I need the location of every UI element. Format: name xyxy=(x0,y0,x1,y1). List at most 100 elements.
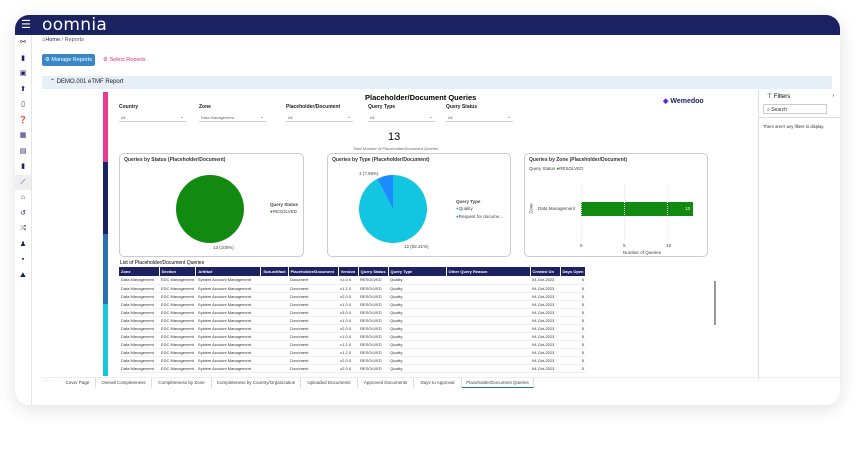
column-header[interactable]: Zone xyxy=(119,267,160,276)
table-cell: Quality xyxy=(388,364,447,373)
table-cell: Data Management xyxy=(119,364,159,373)
collapse-icon[interactable]: › xyxy=(832,93,834,99)
report-accordion-header[interactable]: ⌃ DEMO.001 eTMF Report xyxy=(42,76,832,89)
table-cell: Document xyxy=(288,332,339,341)
table-row[interactable]: Data Management EDC Management System Acco… xyxy=(119,284,586,293)
sidebar-icon-org[interactable]: ⌂ xyxy=(20,194,26,201)
table-cell: System Account Management xyxy=(195,284,261,293)
filter-label: Query Status xyxy=(446,104,478,110)
sidebar-icon-queries[interactable]: ❓ xyxy=(18,116,28,124)
filter-dropdown[interactable]: All ⌄ xyxy=(368,114,435,122)
tab-page[interactable]: Placeholder/Document Queries xyxy=(462,378,534,388)
filter-label: Zone xyxy=(199,104,211,110)
sidebar-icon-calendar[interactable]: ▦ xyxy=(19,132,27,139)
filter-label: Placeholder/Document xyxy=(286,104,341,110)
table-cell: RESOLVED xyxy=(358,276,389,285)
table-cell: 5 xyxy=(560,284,586,293)
table-cell: RESOLVED xyxy=(358,324,389,333)
legend: Query Status ●RESOLVED xyxy=(529,166,584,171)
table-cell: System Account Management xyxy=(195,308,261,317)
tab-page[interactable]: Days to Approval xyxy=(414,378,462,388)
table-cell: Data Management xyxy=(119,292,159,301)
table-cell: RESOLVED xyxy=(358,308,389,317)
column-header[interactable]: Other Query Reason xyxy=(446,267,531,276)
table-row[interactable]: Data Management EDC Management System Acco… xyxy=(119,324,586,333)
table-cell: EDC Management xyxy=(159,316,196,325)
tab-page[interactable]: Completeness by Country/Organization xyxy=(212,378,301,388)
sidebar-icon-table[interactable]: ▤ xyxy=(19,147,27,155)
tab-page[interactable]: Completeness by Zone xyxy=(152,378,212,388)
column-header[interactable]: Artifact xyxy=(195,267,262,276)
sidebar-icon-book[interactable]: ▯ xyxy=(21,101,25,108)
table-cell: Quality xyxy=(388,316,447,325)
column-header[interactable]: Placeholder/Document xyxy=(288,267,339,276)
table-cell: Data Management xyxy=(119,276,159,285)
column-header[interactable]: Query Type xyxy=(388,267,447,276)
table-cell xyxy=(446,308,531,317)
sidebar-icon-share[interactable]: ⚯ xyxy=(20,39,26,46)
tab-page[interactable]: Cover Page xyxy=(60,378,96,388)
bar-data-management xyxy=(581,202,693,216)
table-cell: 5 xyxy=(560,340,586,349)
sidebar-icon-archive[interactable]: ▪ xyxy=(21,256,25,263)
sidebar-icon-chart[interactable]: ▮ xyxy=(21,163,25,170)
table-cell: 04-Oct-2023 xyxy=(530,308,561,317)
filter-dropdown[interactable]: All ⌄ xyxy=(119,114,186,122)
column-header[interactable]: Version xyxy=(338,267,359,276)
table-row[interactable]: Data Management EDC Management System Acco… xyxy=(119,332,586,341)
select-reports-button[interactable]: ⚙ Select Reports xyxy=(103,57,146,63)
tab-page[interactable]: Approved Documents xyxy=(358,378,414,388)
table-cell xyxy=(446,276,531,285)
sidebar-icon-upload[interactable]: ⬆ xyxy=(20,85,26,93)
column-header[interactable]: Sub-artifact xyxy=(260,267,289,276)
legend-item-resolved[interactable]: ●RESOLVED xyxy=(270,209,297,214)
table-cell: Quality xyxy=(388,356,447,365)
table-row[interactable]: Data Management EDC Management System Acco… xyxy=(119,300,586,309)
manage-reports-button[interactable]: ⚙ Manage Reports xyxy=(42,54,95,66)
table-row[interactable]: Data Management EDC Management System Acco… xyxy=(119,292,586,301)
filter-dropdown[interactable]: Data Management ⌄ xyxy=(199,114,266,122)
report-canvas: Placeholder/Document Queries ◆ Wemedoo C… xyxy=(103,92,758,376)
table-scrollbar[interactable] xyxy=(714,281,716,325)
filters-search-input[interactable]: ⌕ Search xyxy=(763,104,827,114)
table-cell: 04-Oct-2023 xyxy=(530,340,561,349)
table-cell: 04-Oct-2023 xyxy=(530,364,561,373)
table-row[interactable]: Data Management EDC Management System Acco… xyxy=(119,364,586,373)
table-row[interactable]: Data Management EDC Management System Acco… xyxy=(119,356,586,365)
filter-dropdown[interactable]: All ⌄ xyxy=(286,114,353,122)
table-cell-version: v1.1.0 xyxy=(338,284,359,293)
sidebar-icon-landscape[interactable]: ⛰ xyxy=(20,271,26,279)
stripe-pink xyxy=(103,92,108,162)
column-header[interactable]: Section xyxy=(159,267,197,276)
table-row[interactable]: Data Management EDC Management System Acco… xyxy=(119,316,586,325)
table-row[interactable]: Data Management EDC Management System Acco… xyxy=(119,348,586,357)
page-tabs: ‹ › Cover Page Overall Completeness Comple… xyxy=(40,377,840,388)
column-header[interactable]: Created On xyxy=(530,267,561,276)
table-row[interactable]: Data Management EDC Management System Acco… xyxy=(119,340,586,349)
hamburger-icon[interactable]: ☰ xyxy=(21,19,31,31)
sidebar-icon-reports[interactable]: ⟋ xyxy=(15,174,31,190)
table-cell: System Account Management xyxy=(195,332,261,341)
chevron-down-icon: ⌄ xyxy=(179,114,184,120)
filter-dropdown[interactable]: All ⌄ xyxy=(446,114,513,122)
legend-item-request[interactable]: ●Request for docume... xyxy=(456,214,503,219)
sidebar-icon-image[interactable]: ▣ xyxy=(19,70,27,77)
tab-page[interactable]: Uploaded Documents xyxy=(301,378,358,388)
legend-title: Query Type xyxy=(456,199,481,204)
breadcrumb-home[interactable]: ⌂Home xyxy=(42,37,60,43)
table-row[interactable]: Data Management EDC Management System Acco… xyxy=(119,276,586,285)
stripe-cyan xyxy=(103,304,108,376)
sidebar-icon-user[interactable]: ♟ xyxy=(19,240,27,248)
tab-page[interactable]: Overall Completeness xyxy=(96,378,152,388)
data-label: 13 (100%) xyxy=(213,245,234,250)
tab-scroll-arrows[interactable]: ‹ › xyxy=(44,378,49,384)
filters-empty-text: There aren't any filters to display. xyxy=(763,124,825,129)
column-header[interactable]: Query Status xyxy=(358,267,389,276)
sidebar-icon-shuffle[interactable]: ⤮ xyxy=(20,225,26,232)
legend-item-quality[interactable]: ●Quality xyxy=(456,206,473,211)
sidebar-icon-history[interactable]: ↺ xyxy=(20,209,26,217)
table-cell: RESOLVED xyxy=(358,316,389,325)
column-header[interactable]: Days Open xyxy=(560,267,587,276)
sidebar-icon-document[interactable]: ▮ xyxy=(21,54,25,62)
table-row[interactable]: Data Management EDC Management System Acco… xyxy=(119,308,586,317)
